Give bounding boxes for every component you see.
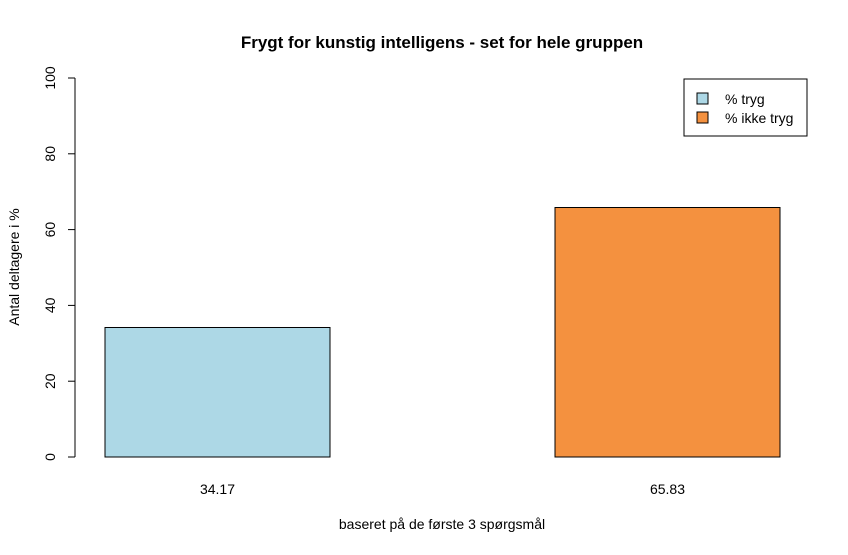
bars-group [104,207,781,458]
bar-value-labels: 34.17 65.83 [200,481,685,497]
legend-box [683,78,808,137]
bar-value-label: 65.83 [650,481,685,497]
bar [104,326,331,458]
legend-label: % tryg [725,91,765,107]
y-tick-label: 100 [42,66,58,90]
y-tick-label: 0 [42,453,58,461]
legend-label: % ikke tryg [725,110,793,126]
y-tick-label: 40 [42,297,58,313]
y-tick-label: 60 [42,222,58,238]
y-tick-label: 20 [42,373,58,389]
bar [554,207,781,458]
chart-title: Frygt for kunstig intelligens - set for … [241,33,643,52]
x-axis-label: baseret på de første 3 spørgsmål [339,516,545,532]
legend-swatch [696,111,709,124]
y-tick-label: 80 [42,146,58,162]
legend: % tryg % ikke tryg [683,78,808,137]
bar-value-label: 34.17 [200,481,235,497]
legend-swatch [696,92,709,105]
y-axis: 0 20 40 60 80 100 [42,66,76,461]
y-axis-label: Antal deltagere i % [6,208,22,326]
